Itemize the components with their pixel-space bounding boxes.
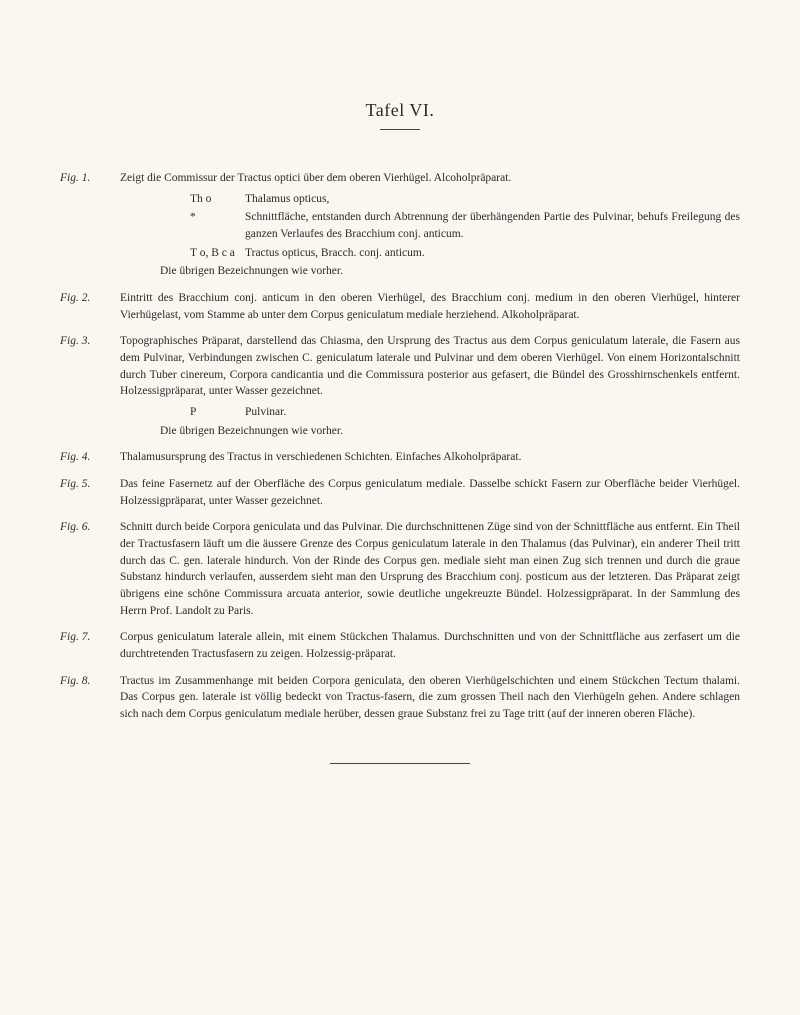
bottom-divider <box>330 763 470 764</box>
figure-body: Eintritt des Bracchium conj. anticum in … <box>120 290 740 323</box>
figure-text: Thalamusursprung des Tractus in verschie… <box>120 449 740 466</box>
definitions-block: PPulvinar. <box>190 404 740 421</box>
figure-body: Schnitt durch beide Corpora geniculata u… <box>120 519 740 619</box>
definition-row: Th oThalamus opticus, <box>190 191 740 208</box>
definition-value: Pulvinar. <box>245 404 740 421</box>
figure-entry: Fig. 5.Das feine Fasernetz auf der Oberf… <box>60 476 740 509</box>
figure-text: Corpus geniculatum laterale allein, mit … <box>120 629 740 662</box>
figure-entry: Fig. 6.Schnitt durch beide Corpora genic… <box>60 519 740 619</box>
document-page: Tafel VI. Fig. 1.Zeigt die Commissur der… <box>0 0 800 804</box>
figure-body: Corpus geniculatum laterale allein, mit … <box>120 629 740 662</box>
definition-value: Tractus opticus, Bracch. conj. anticum. <box>245 245 740 262</box>
figure-body: Das feine Fasernetz auf der Oberfläche d… <box>120 476 740 509</box>
figure-entry: Fig. 7.Corpus geniculatum laterale allei… <box>60 629 740 662</box>
figure-text: Tractus im Zusammenhange mit beiden Corp… <box>120 673 740 723</box>
definition-key: Th o <box>190 191 245 208</box>
figure-text: Topographisches Präparat, darstellend da… <box>120 333 740 400</box>
definition-key: T o, B c a <box>190 245 245 262</box>
figure-text: Das feine Fasernetz auf der Oberfläche d… <box>120 476 740 509</box>
figure-text: Eintritt des Bracchium conj. anticum in … <box>120 290 740 323</box>
definition-row: PPulvinar. <box>190 404 740 421</box>
page-title: Tafel VI. <box>60 100 740 121</box>
figure-label: Fig. 6. <box>60 519 120 619</box>
figure-body: Tractus im Zusammenhange mit beiden Corp… <box>120 673 740 723</box>
definitions-block: Th oThalamus opticus,*Schnittfläche, ent… <box>190 191 740 262</box>
title-divider <box>380 129 420 130</box>
figure-entry: Fig. 2.Eintritt des Bracchium conj. anti… <box>60 290 740 323</box>
figure-note: Die übrigen Bezeichnungen wie vorher. <box>160 263 740 280</box>
figure-label: Fig. 7. <box>60 629 120 662</box>
figure-note: Die übrigen Bezeichnungen wie vorher. <box>160 423 740 440</box>
definition-key: P <box>190 404 245 421</box>
definition-value: Schnittfläche, entstanden durch Abtrennu… <box>245 209 740 242</box>
figure-entry: Fig. 1.Zeigt die Commissur der Tractus o… <box>60 170 740 280</box>
figure-text: Schnitt durch beide Corpora geniculata u… <box>120 519 740 619</box>
entries-list: Fig. 1.Zeigt die Commissur der Tractus o… <box>60 170 740 723</box>
figure-body: Topographisches Präparat, darstellend da… <box>120 333 740 439</box>
definition-row: T o, B c aTractus opticus, Bracch. conj.… <box>190 245 740 262</box>
figure-text: Zeigt die Commissur der Tractus optici ü… <box>120 170 740 187</box>
figure-label: Fig. 8. <box>60 673 120 723</box>
figure-label: Fig. 4. <box>60 449 120 466</box>
figure-label: Fig. 5. <box>60 476 120 509</box>
definition-value: Thalamus opticus, <box>245 191 740 208</box>
figure-entry: Fig. 3.Topographisches Präparat, darstel… <box>60 333 740 439</box>
figure-label: Fig. 3. <box>60 333 120 439</box>
figure-label: Fig. 2. <box>60 290 120 323</box>
figure-body: Zeigt die Commissur der Tractus optici ü… <box>120 170 740 280</box>
definition-key: * <box>190 209 245 242</box>
figure-label: Fig. 1. <box>60 170 120 280</box>
figure-entry: Fig. 4.Thalamusursprung des Tractus in v… <box>60 449 740 466</box>
figure-entry: Fig. 8.Tractus im Zusammenhange mit beid… <box>60 673 740 723</box>
definition-row: *Schnittfläche, entstanden durch Abtrenn… <box>190 209 740 242</box>
figure-body: Thalamusursprung des Tractus in verschie… <box>120 449 740 466</box>
